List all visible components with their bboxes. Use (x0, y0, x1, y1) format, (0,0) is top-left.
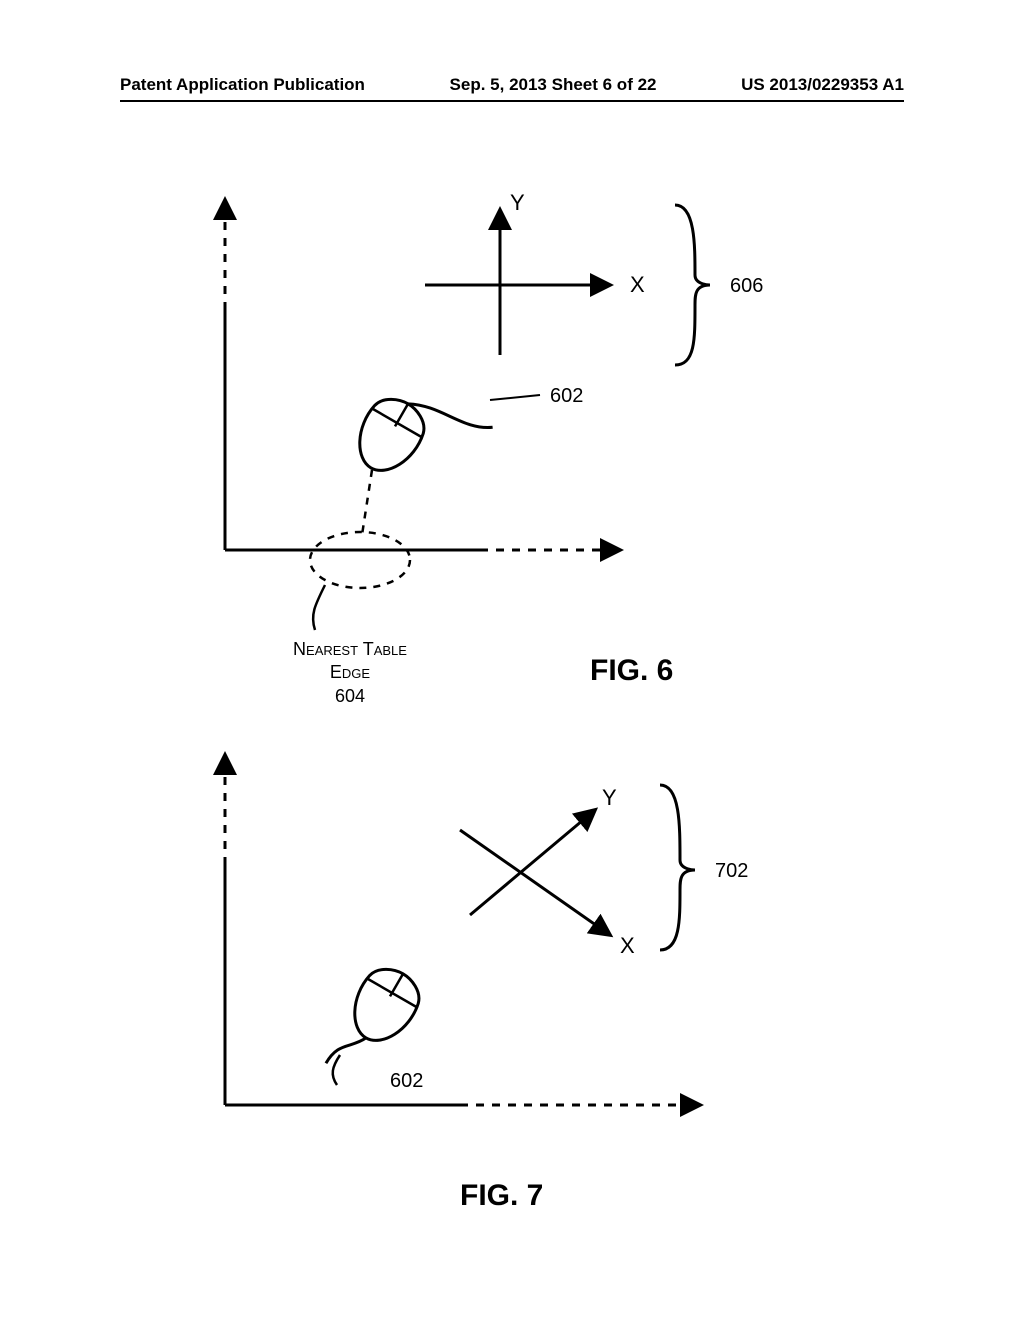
edge-label-line1: Nearest Table (293, 639, 407, 659)
brace-702 (660, 785, 695, 950)
diagram-area: Y X 606 602 Nearest Table Edge 604 FIG. … (120, 170, 904, 1250)
patent-header: Patent Application Publication Sep. 5, 2… (0, 75, 1024, 95)
axis-x-label: X (630, 272, 645, 297)
ref-604: 604 (335, 686, 365, 706)
header-right: US 2013/0229353 A1 (741, 75, 904, 95)
nearest-edge-ellipse (310, 532, 410, 588)
fig7-label: FIG. 7 (460, 1179, 543, 1212)
brace-606 (675, 205, 710, 365)
axis-y-label-7: Y (602, 785, 617, 810)
figures-svg: Y X 606 602 Nearest Table Edge 604 FIG. … (120, 170, 904, 1250)
header-center: Sep. 5, 2013 Sheet 6 of 22 (450, 75, 657, 95)
ref-606: 606 (730, 275, 763, 297)
figure-6: Y X 606 602 Nearest Table Edge 604 FIG. … (225, 190, 763, 706)
local-axes-702: Y X (460, 785, 635, 958)
header-left: Patent Application Publication (120, 75, 365, 95)
figure-7: Y X 702 602 FIG. 7 (225, 755, 748, 1212)
mouse-602 (346, 370, 493, 510)
axis-x-label-7: X (620, 933, 635, 958)
axis-y-label: Y (510, 190, 525, 215)
local-axes-606: Y X (425, 190, 645, 355)
ref-602-fig7: 602 (390, 1070, 423, 1092)
leader-602-fig7 (333, 1055, 340, 1085)
ref-602: 602 (550, 385, 583, 407)
ref-702: 702 (715, 860, 748, 882)
mouse-to-edge-line (362, 470, 372, 535)
header-rule (120, 100, 904, 102)
edge-label-line2: Edge (330, 662, 371, 682)
leader-604 (313, 585, 325, 630)
fig6-label: FIG. 6 (590, 654, 673, 687)
